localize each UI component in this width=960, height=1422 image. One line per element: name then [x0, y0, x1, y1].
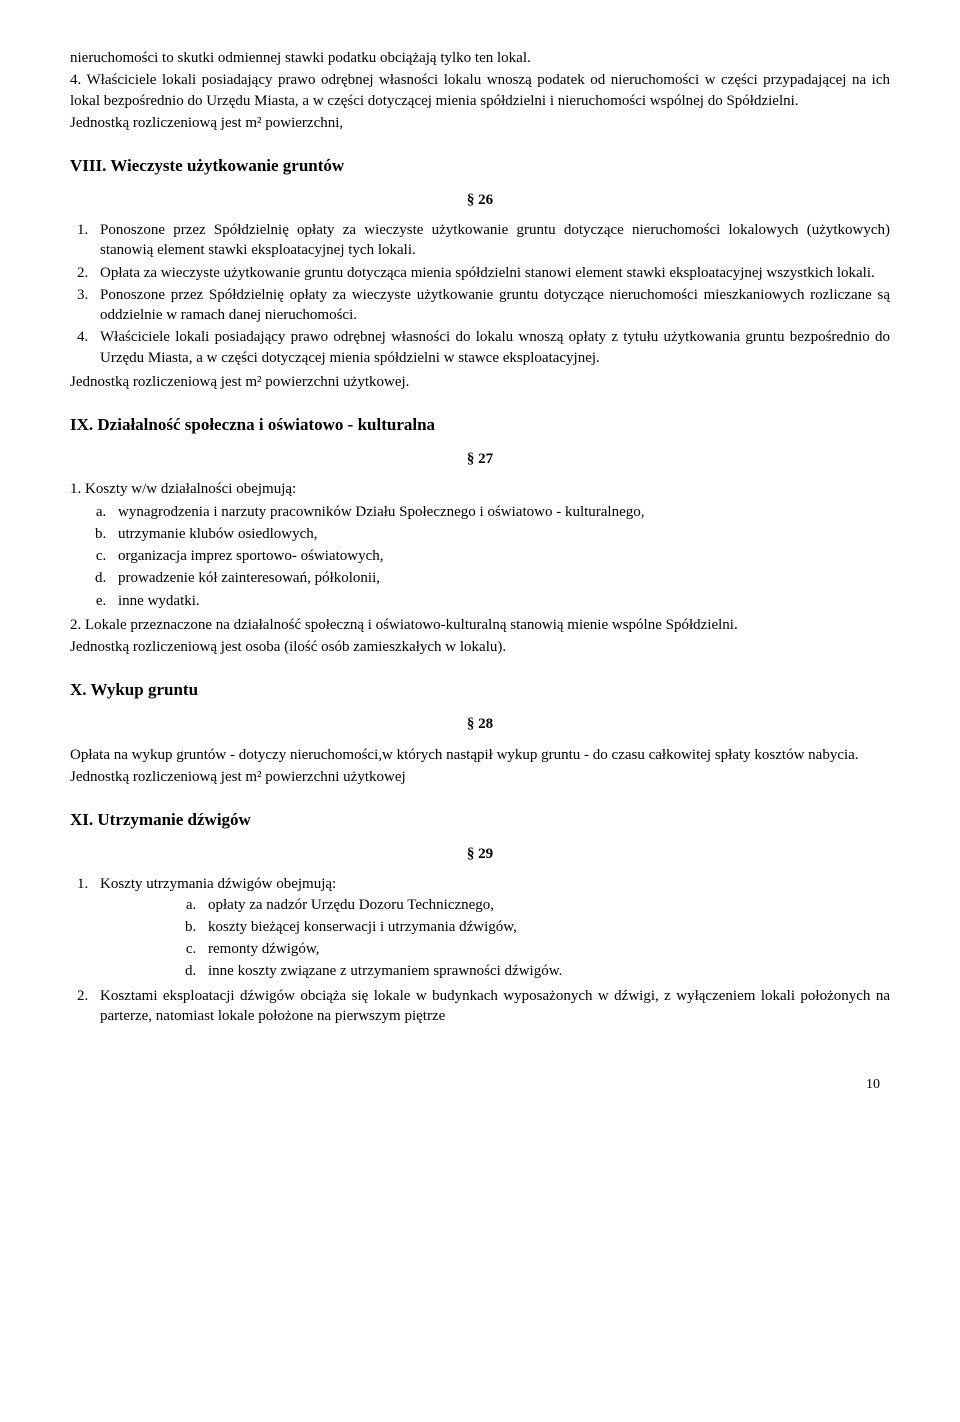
s27-b: utrzymanie klubów osiedlowych,: [110, 524, 890, 544]
s29-item-1: Koszty utrzymania dźwigów obejmują: opła…: [92, 874, 890, 981]
s27-e: inne wydatki.: [110, 591, 890, 611]
s27-p2: 2. Lokale przeznaczone na działalność sp…: [70, 615, 890, 635]
heading-xi: XI. Utrzymanie dźwigów: [70, 809, 890, 832]
section-28-symbol: § 28: [70, 714, 890, 734]
s29-item-1-text: Koszty utrzymania dźwigów obejmują:: [100, 876, 336, 892]
section-29-list: Koszty utrzymania dźwigów obejmują: opła…: [70, 874, 890, 1026]
section-27-symbol: § 27: [70, 449, 890, 469]
section-26-list: Ponoszone przez Spółdzielnię opłaty za w…: [70, 220, 890, 368]
s29-d: inne koszty związane z utrzymaniem spraw…: [200, 961, 890, 981]
heading-x: X. Wykup gruntu: [70, 679, 890, 702]
s28-p1: Opłata na wykup gruntów - dotyczy nieruc…: [70, 745, 890, 765]
s29-b: koszty bieżącej konserwacji i utrzymania…: [200, 917, 890, 937]
s26-item-1: Ponoszone przez Spółdzielnię opłaty za w…: [92, 220, 890, 261]
s27-a: wynagrodzenia i narzuty pracowników Dzia…: [110, 502, 890, 522]
s27-d: prowadzenie kół zainteresowań, półkoloni…: [110, 568, 890, 588]
intro-line-2: 4. Właściciele lokali posiadający prawo …: [70, 70, 890, 111]
s29-item-2: Kosztami eksploatacji dźwigów obciąża si…: [92, 986, 890, 1027]
s26-item-2: Opłata za wieczyste użytkowanie gruntu d…: [92, 263, 890, 283]
heading-ix: IX. Działalność społeczna i oświatowo - …: [70, 414, 890, 437]
s29-a: opłaty za nadzór Urzędu Dozoru Techniczn…: [200, 895, 890, 915]
s29-c: remonty dźwigów,: [200, 939, 890, 959]
s28-p2: Jednostką rozliczeniową jest m² powierzc…: [70, 767, 890, 787]
intro-line-1: nieruchomości to skutki odmiennej stawki…: [70, 48, 890, 68]
section-26-symbol: § 26: [70, 190, 890, 210]
s26-item-3: Ponoszone przez Spółdzielnię opłaty za w…: [92, 285, 890, 326]
s29-alpha-list: opłaty za nadzór Urzędu Dozoru Techniczn…: [100, 895, 890, 982]
page-number: 10: [70, 1076, 890, 1095]
s27-p1: 1. Koszty w/w działalności obejmują:: [70, 479, 890, 499]
s26-item-4: Właściciele lokali posiadający prawo odr…: [92, 327, 890, 368]
s27-alpha-list: wynagrodzenia i narzuty pracowników Dzia…: [70, 502, 890, 611]
section-29-symbol: § 29: [70, 844, 890, 864]
heading-viii: VIII. Wieczyste użytkowanie gruntów: [70, 155, 890, 178]
intro-line-3: Jednostką rozliczeniową jest m² powierzc…: [70, 113, 890, 133]
s26-after: Jednostką rozliczeniową jest m² powierzc…: [70, 372, 890, 392]
s27-c: organizacja imprez sportowo- oświatowych…: [110, 546, 890, 566]
s27-p3: Jednostką rozliczeniową jest osoba (iloś…: [70, 637, 890, 657]
